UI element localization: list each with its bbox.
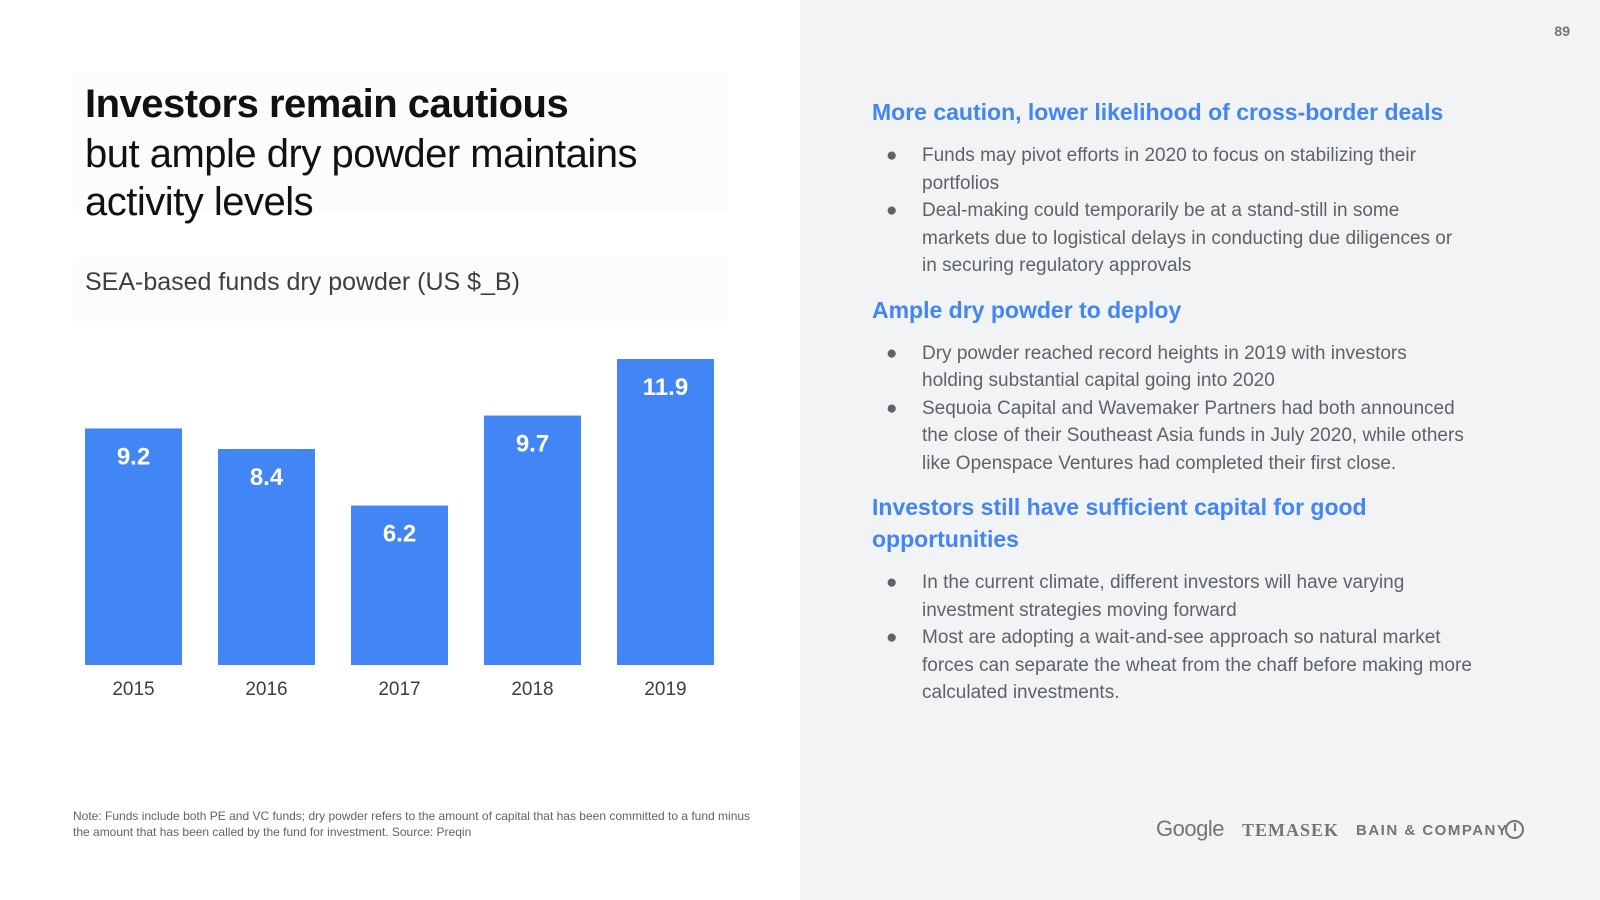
bullet-text: In the current climate, different invest…: [922, 572, 1405, 621]
page-title-bold: Investors remain cautious: [85, 82, 569, 126]
bullet-item: ● In the current climate, different inves…: [872, 569, 1472, 624]
google-logo: Google: [1156, 816, 1224, 841]
key-points: More caution, lower likelihood of cross-…: [872, 96, 1492, 721]
bain-power-icon: [1505, 820, 1524, 839]
x-tick-label: 2016: [245, 679, 287, 700]
page-title-rest: but ample dry powder maintains activity …: [85, 132, 637, 224]
bullet-dot-icon: ●: [886, 627, 898, 648]
bar-value-label: 11.9: [643, 374, 688, 401]
bullet-list: ● Funds may pivot efforts in 2020 to focu…: [872, 142, 1492, 280]
bar-value-label: 6.2: [383, 521, 416, 548]
bullet-item: ● Most are adopting a wait-and-see approa…: [872, 624, 1472, 707]
page-number: 89: [1554, 23, 1570, 39]
footnote: Note: Funds include both PE and VC funds…: [73, 809, 751, 839]
bullet-dot-icon: ●: [886, 397, 898, 419]
section-heading: More caution, lower likelihood of cross-…: [872, 99, 1444, 125]
bullet-list: ● Dry powder reached record heights in 20…: [872, 340, 1492, 478]
partner-logos: Google TEMASEK BAIN & COMPANY: [1156, 816, 1536, 846]
bar-value-label: 9.7: [516, 431, 549, 458]
section-heading: Investors still have sufficient capital …: [872, 494, 1367, 552]
right-panel: [800, 0, 1600, 900]
temasek-logo: TEMASEK: [1242, 820, 1340, 840]
bullet-item: ● Dry powder reached record heights in 20…: [872, 340, 1472, 395]
bullet-item: ● Sequoia Capital and Wavemaker Partners …: [872, 395, 1472, 478]
section-heading: Ample dry powder to deploy: [872, 296, 1182, 323]
chart-subtitle: SEA-based funds dry powder (US $_B): [85, 268, 520, 296]
x-tick-label: 2017: [378, 679, 420, 700]
x-tick-label: 2018: [511, 679, 553, 700]
x-tick-label: 2019: [644, 679, 686, 700]
bullet-item: ● Funds may pivot efforts in 2020 to focu…: [872, 142, 1472, 197]
bullet-dot-icon: ●: [886, 572, 898, 593]
bullet-dot-icon: ●: [886, 342, 898, 364]
bar-value-label: 9.2: [117, 443, 150, 470]
bain-logo: BAIN & COMPANY: [1356, 822, 1509, 839]
bullet-dot-icon: ●: [886, 145, 898, 166]
bar-2015: [85, 428, 182, 665]
bar-2018: [484, 415, 581, 665]
bar-2017: [351, 505, 448, 665]
bullet-text: Most are adopting a wait-and-see approac…: [922, 627, 1472, 703]
x-tick-label: 2015: [112, 679, 154, 700]
bar-value-label: 8.4: [250, 464, 284, 491]
title-background: [73, 72, 728, 212]
bar-2016: [218, 449, 315, 665]
bar-chart: 9.2 2015 8.4 2016 6.2 2017 9.7 2018 11.9 2019: [85, 359, 714, 700]
bar-2019: [617, 359, 714, 665]
bullet-dot-icon: ●: [886, 200, 898, 221]
bullet-text: Dry powder reached record heights in 201…: [922, 342, 1407, 392]
subtitle-background: [73, 257, 728, 322]
bullet-item: ● Deal-making could temporarily be at a s…: [872, 197, 1472, 280]
bullet-text: Funds may pivot efforts in 2020 to focus…: [922, 145, 1416, 194]
bullet-text: Sequoia Capital and Wavemaker Partners h…: [922, 397, 1464, 474]
bullet-text: Deal-making could temporarily be at a st…: [922, 200, 1453, 276]
bullet-list: ● In the current climate, different inves…: [872, 569, 1492, 707]
